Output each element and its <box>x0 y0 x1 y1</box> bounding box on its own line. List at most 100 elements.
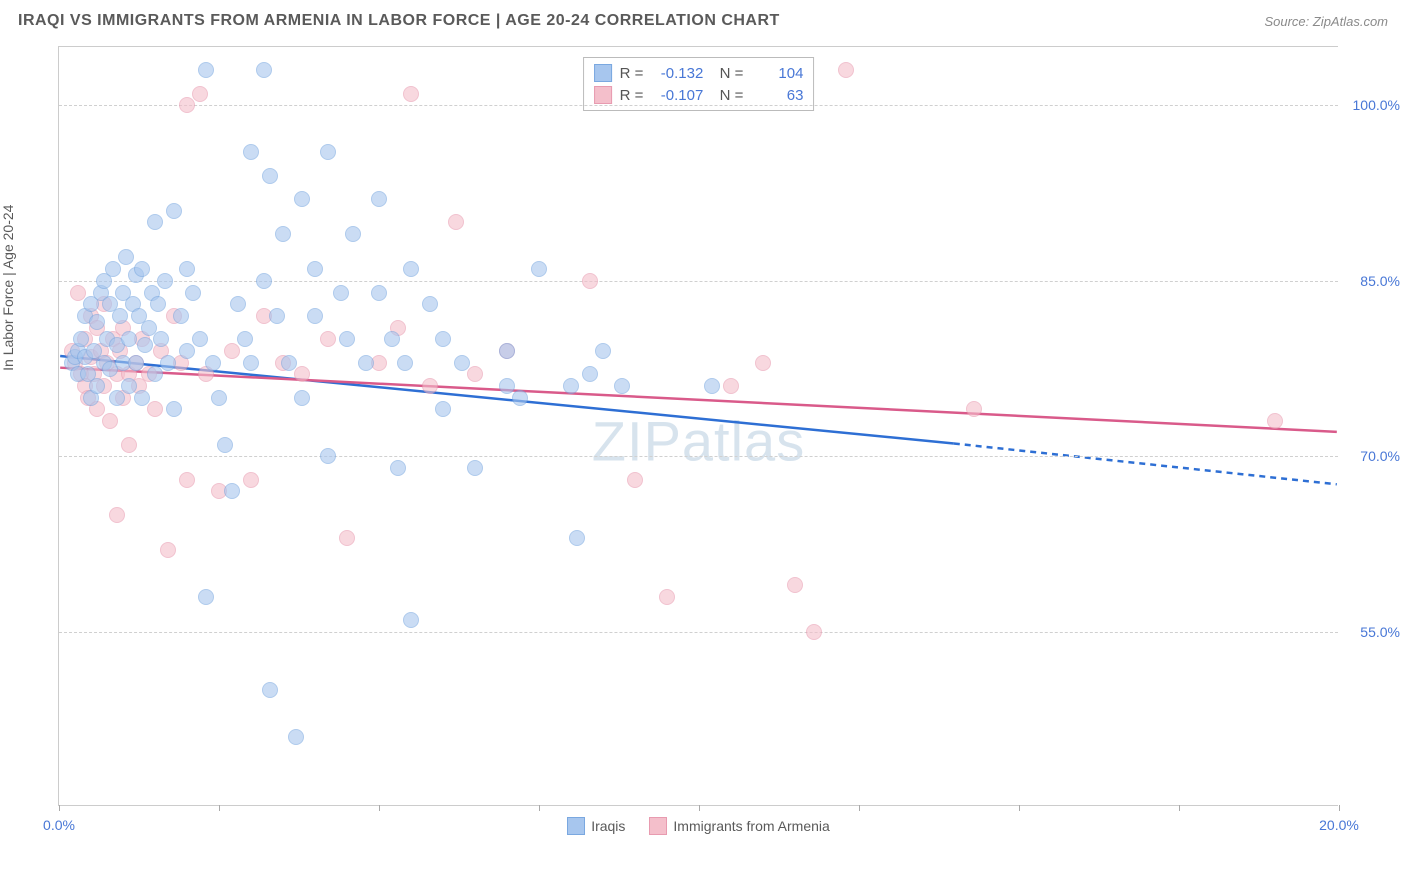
data-point-series2 <box>467 366 483 382</box>
y-tick-label: 85.0% <box>1340 273 1400 289</box>
legend-label-1: Iraqis <box>591 818 625 834</box>
data-point-series1 <box>262 682 278 698</box>
data-point-series1 <box>435 331 451 347</box>
data-point-series2 <box>224 343 240 359</box>
data-point-series1 <box>435 401 451 417</box>
stat-r-val-2: -0.107 <box>651 87 703 104</box>
y-tick-label: 100.0% <box>1340 97 1400 113</box>
data-point-series1 <box>243 355 259 371</box>
data-point-series1 <box>467 460 483 476</box>
swatch-series-1 <box>567 817 585 835</box>
data-point-series1 <box>205 355 221 371</box>
data-point-series1 <box>166 401 182 417</box>
data-point-series1 <box>614 378 630 394</box>
y-tick-label: 70.0% <box>1340 448 1400 464</box>
data-point-series2 <box>403 86 419 102</box>
data-point-series2 <box>1267 413 1283 429</box>
data-point-series1 <box>454 355 470 371</box>
data-point-series1 <box>128 355 144 371</box>
data-point-series1 <box>339 331 355 347</box>
stat-n-val-2: 63 <box>751 87 803 104</box>
data-point-series1 <box>179 261 195 277</box>
data-point-series1 <box>179 343 195 359</box>
stat-r-val-1: -0.132 <box>651 65 703 82</box>
swatch-series-2 <box>649 817 667 835</box>
data-point-series1 <box>262 168 278 184</box>
data-point-series1 <box>294 191 310 207</box>
data-point-series1 <box>198 62 214 78</box>
data-point-series1 <box>281 355 297 371</box>
data-point-series1 <box>109 390 125 406</box>
stats-box: R = -0.132 N = 104 R = -0.107 N = 63 <box>583 57 815 111</box>
x-tick <box>539 805 540 811</box>
stat-r-label: R = <box>620 87 644 104</box>
data-point-series1 <box>582 366 598 382</box>
data-point-series1 <box>137 337 153 353</box>
data-point-series1 <box>230 296 246 312</box>
data-point-series2 <box>627 472 643 488</box>
data-point-series1 <box>294 390 310 406</box>
data-point-series1 <box>211 390 227 406</box>
data-point-series1 <box>243 144 259 160</box>
data-point-series1 <box>569 530 585 546</box>
data-point-series1 <box>704 378 720 394</box>
data-point-series1 <box>89 314 105 330</box>
data-point-series2 <box>838 62 854 78</box>
chart-area: In Labor Force | Age 20-24 ZIPatlas R = … <box>18 36 1388 856</box>
data-point-series2 <box>147 401 163 417</box>
stat-n-val-1: 104 <box>751 65 803 82</box>
data-point-series2 <box>70 285 86 301</box>
data-point-series1 <box>198 589 214 605</box>
x-tick <box>379 805 380 811</box>
data-point-series2 <box>787 577 803 593</box>
grid-line-h <box>59 281 1338 282</box>
legend-item-2: Immigrants from Armenia <box>649 817 829 835</box>
grid-line-h <box>59 105 1338 106</box>
data-point-series1 <box>150 296 166 312</box>
data-point-series1 <box>307 261 323 277</box>
data-point-series1 <box>397 355 413 371</box>
data-point-series2 <box>192 86 208 102</box>
data-point-series1 <box>173 308 189 324</box>
x-tick <box>219 805 220 811</box>
data-point-series1 <box>121 378 137 394</box>
data-point-series1 <box>147 214 163 230</box>
chart-legend: Iraqis Immigrants from Armenia <box>59 817 1338 835</box>
data-point-series1 <box>320 448 336 464</box>
data-point-series1 <box>256 273 272 289</box>
data-point-series1 <box>499 378 515 394</box>
x-tick <box>859 805 860 811</box>
data-point-series1 <box>153 331 169 347</box>
data-point-series2 <box>659 589 675 605</box>
data-point-series1 <box>166 203 182 219</box>
data-point-series1 <box>185 285 201 301</box>
data-point-series2 <box>582 273 598 289</box>
stats-row-1: R = -0.132 N = 104 <box>594 62 804 84</box>
data-point-series1 <box>147 366 163 382</box>
data-point-series2 <box>179 97 195 113</box>
data-point-series1 <box>403 612 419 628</box>
data-point-series2 <box>448 214 464 230</box>
swatch-series-1 <box>594 64 612 82</box>
stats-row-2: R = -0.107 N = 63 <box>594 84 804 106</box>
data-point-series1 <box>384 331 400 347</box>
data-point-series2 <box>320 331 336 347</box>
data-point-series1 <box>217 437 233 453</box>
data-point-series2 <box>121 437 137 453</box>
x-tick <box>1019 805 1020 811</box>
data-point-series1 <box>307 308 323 324</box>
data-point-series1 <box>358 355 374 371</box>
data-point-series1 <box>512 390 528 406</box>
data-point-series1 <box>275 226 291 242</box>
data-point-series1 <box>531 261 547 277</box>
legend-label-2: Immigrants from Armenia <box>673 818 829 834</box>
y-tick-label: 55.0% <box>1340 624 1400 640</box>
x-tick <box>59 805 60 811</box>
stat-n-label: N = <box>711 65 743 82</box>
title-row: IRAQI VS IMMIGRANTS FROM ARMENIA IN LABO… <box>18 12 1388 30</box>
data-point-series2 <box>339 530 355 546</box>
data-point-series1 <box>390 460 406 476</box>
legend-item-1: Iraqis <box>567 817 625 835</box>
data-point-series1 <box>118 249 134 265</box>
stat-n-label: N = <box>711 87 743 104</box>
